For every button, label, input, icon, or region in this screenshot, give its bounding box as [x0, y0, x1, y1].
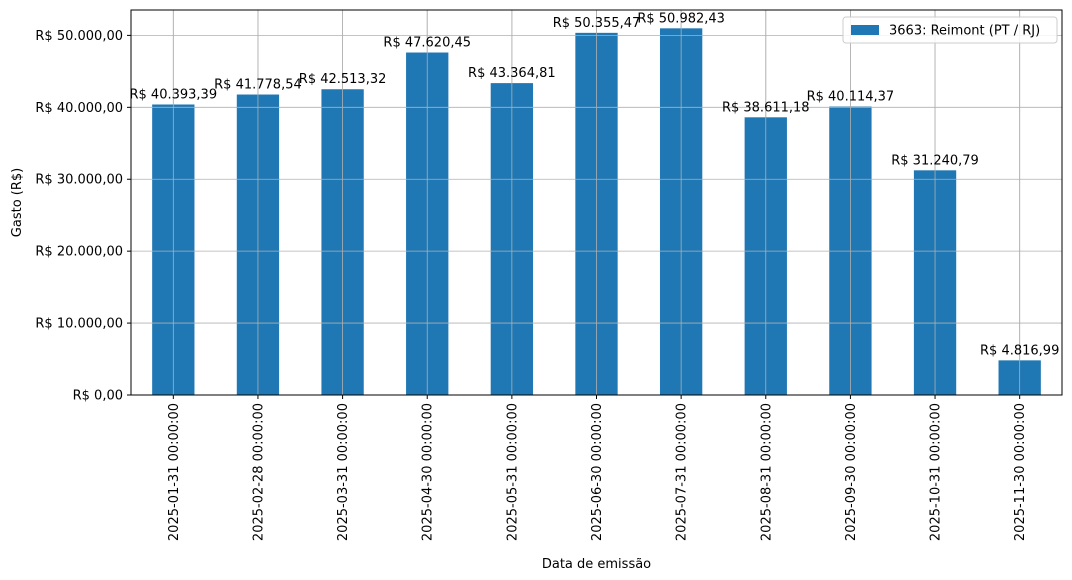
x-tick-label: 2025-09-30 00:00:00: [844, 403, 859, 541]
data-labels: R$ 40.393,39R$ 41.778,54R$ 42.513,32 R$ 4…: [130, 11, 1060, 358]
data-label: R$ 50.355,47: [553, 16, 641, 31]
y-tick-label: R$ 20.000,00: [35, 245, 123, 260]
y-tick-label: R$ 30.000,00: [35, 173, 123, 188]
data-label: R$ 31.240,79: [891, 153, 979, 168]
data-label: R$ 4.816,99: [980, 343, 1059, 358]
x-tick-label: 2025-07-31 00:00:00: [675, 403, 690, 541]
x-axis-title: Data de emissão: [542, 557, 651, 572]
legend: 3663: Reimont (PT / RJ): [842, 16, 1058, 44]
y-axis-title: Gasto (R$): [10, 168, 25, 237]
data-label: R$ 42.513,32: [299, 72, 387, 87]
legend-label: 3663: Reimont (PT / RJ): [889, 24, 1040, 39]
x-tick-label: 2025-03-31 00:00:00: [336, 403, 351, 541]
y-tick-label: R$ 0,00: [73, 389, 123, 404]
legend-swatch: [851, 25, 879, 35]
x-tick-label: 2025-02-28 00:00:00: [251, 403, 266, 541]
data-label: R$ 41.778,54: [214, 78, 302, 93]
x-tick-label: 2025-01-31 00:00:00: [167, 403, 182, 541]
legend-box: [842, 16, 1058, 44]
data-label: R$ 43.364,81: [468, 66, 556, 81]
data-label: R$ 50.982,43: [637, 11, 725, 26]
x-tick-label: 2025-11-30 00:00:00: [1013, 403, 1028, 541]
x-tick-label: 2025-08-31 00:00:00: [759, 403, 774, 541]
x-tick-label: 2025-10-31 00:00:00: [929, 403, 944, 541]
data-label: R$ 38.611,18: [722, 100, 810, 115]
x-tick-label: 2025-04-30 00:00:00: [421, 403, 436, 541]
data-label: R$ 40.114,37: [807, 89, 895, 104]
x-tick-label: 2025-05-31 00:00:00: [505, 403, 520, 541]
x-tick-label: 2025-06-30 00:00:00: [590, 403, 605, 541]
y-tick-label: R$ 40.000,00: [35, 101, 123, 116]
data-label: R$ 47.620,45: [383, 36, 471, 51]
y-tick-label: R$ 10.000,00: [35, 317, 123, 332]
axes: R$ 0,00 R$ 10.000,00 R$ 20.000,00 R$ 30.000…: [10, 9, 1063, 572]
y-tick-label: R$ 50.000,00: [35, 29, 123, 44]
data-label: R$ 40.393,39: [130, 87, 218, 102]
